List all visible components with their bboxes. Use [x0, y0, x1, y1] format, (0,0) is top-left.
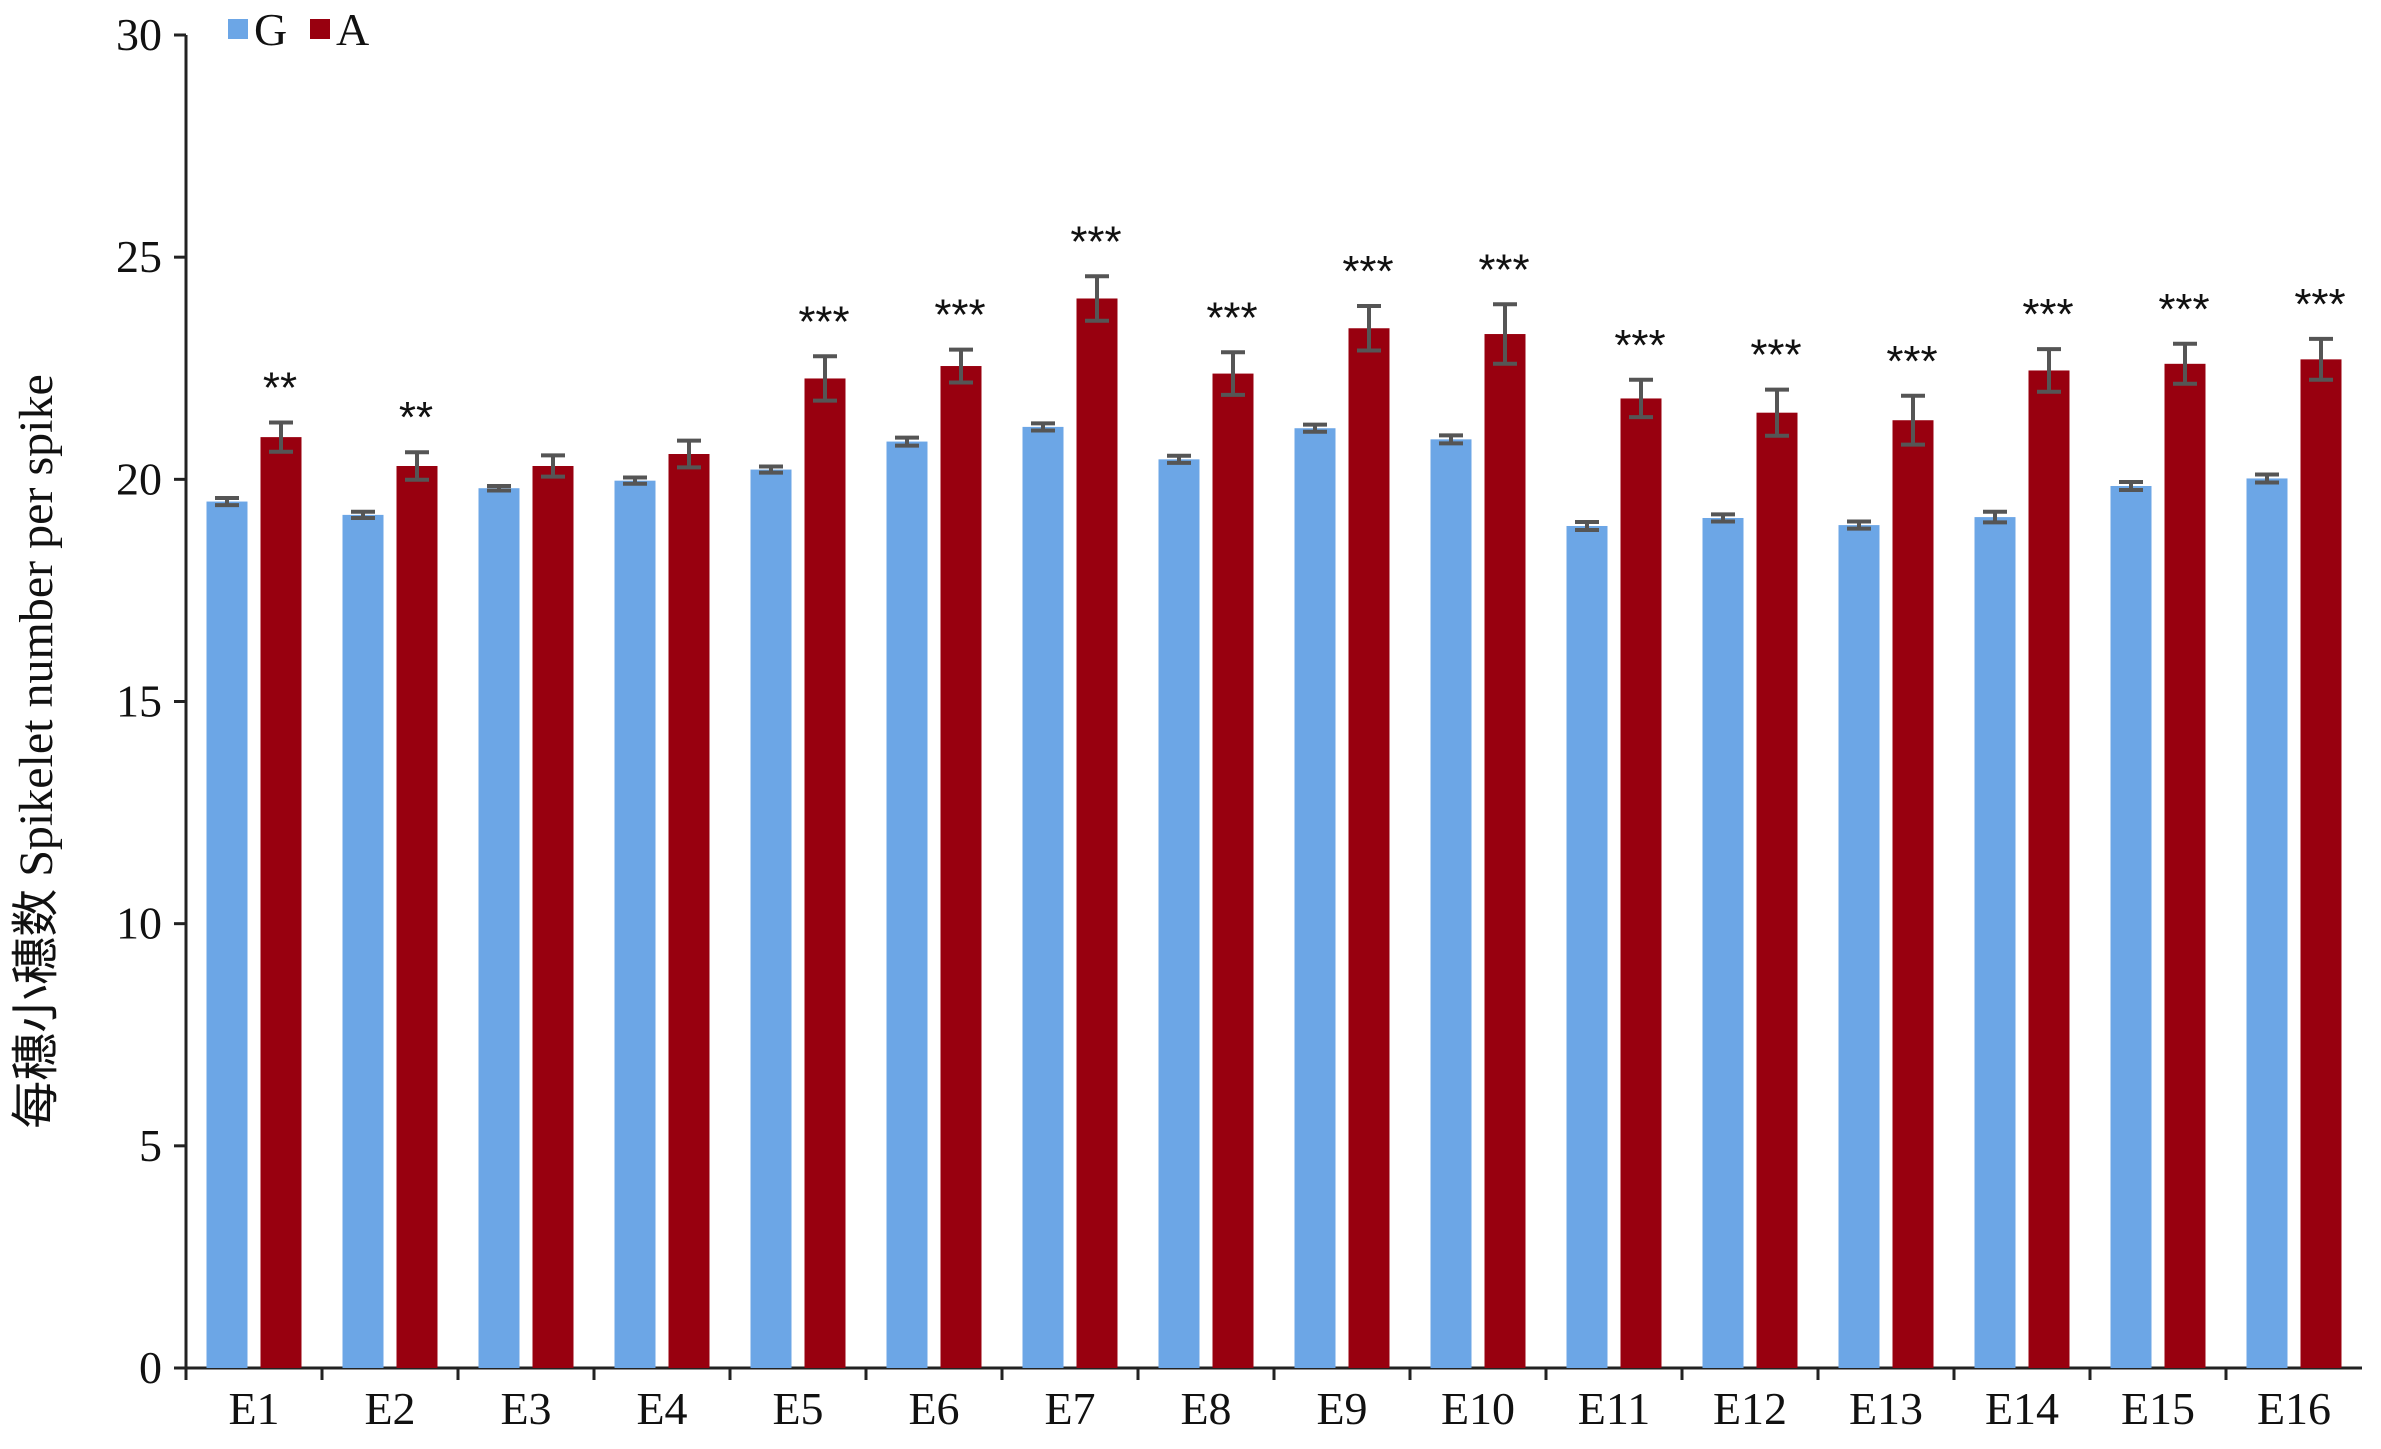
- significance-label: ***: [1206, 293, 1257, 342]
- significance-label: **: [263, 363, 297, 412]
- bar-a-e3: [532, 466, 574, 1369]
- bar-g-e9: [1294, 428, 1336, 1368]
- legend-label-a: A: [336, 4, 369, 55]
- bar-g-e1: [206, 501, 248, 1368]
- bar-a-e15: [2164, 363, 2206, 1369]
- bar-g-e2: [342, 514, 384, 1368]
- bar-a-e10: [1484, 334, 1526, 1368]
- x-tick-label: E6: [908, 1383, 959, 1434]
- significance-label: ***: [798, 297, 849, 346]
- x-tick-label: E5: [772, 1383, 823, 1434]
- significance-label: ***: [934, 291, 985, 340]
- bar-a-e9: [1348, 328, 1390, 1368]
- significance-label: ***: [1886, 337, 1937, 386]
- x-tick-label: E2: [364, 1383, 415, 1434]
- bar-a-e4: [668, 454, 710, 1368]
- significance-label: ***: [1478, 245, 1529, 294]
- bar-g-e14: [1974, 517, 2016, 1368]
- y-tick-label: 15: [116, 676, 162, 727]
- x-tick-label: E13: [1849, 1383, 1923, 1434]
- x-tick-label: E10: [1441, 1383, 1515, 1434]
- x-tick-label: E7: [1044, 1383, 1095, 1434]
- x-tick-label: E8: [1180, 1383, 1231, 1434]
- bar-g-e6: [886, 441, 928, 1368]
- bar-g-e16: [2246, 478, 2288, 1368]
- significance-label: ***: [2294, 280, 2345, 329]
- x-tick-label: E16: [2257, 1383, 2331, 1434]
- significance-label: ***: [1614, 321, 1665, 370]
- y-tick-label: 20: [116, 453, 162, 504]
- significance-label: ***: [2158, 285, 2209, 334]
- bar-a-e11: [1620, 398, 1662, 1368]
- y-tick-label: 0: [139, 1342, 162, 1393]
- bar-a-e8: [1212, 373, 1254, 1368]
- significance-label: ***: [1750, 331, 1801, 380]
- y-tick-label: 30: [116, 9, 162, 60]
- legend-label-g: G: [254, 4, 287, 55]
- significance-label: ***: [1070, 217, 1121, 266]
- bar-g-e5: [750, 469, 792, 1369]
- bar-g-e12: [1702, 517, 1744, 1368]
- y-tick-label: 5: [139, 1120, 162, 1171]
- x-tick-label: E14: [1985, 1383, 2059, 1434]
- x-tick-label: E15: [2121, 1383, 2195, 1434]
- bar-a-e16: [2300, 359, 2342, 1368]
- x-tick-label: E11: [1578, 1383, 1650, 1434]
- bar-g-e4: [614, 480, 656, 1368]
- error-bars: [215, 274, 2333, 532]
- bars: [206, 298, 2342, 1369]
- labels: 0 5 10 15 20 25 30 每穗小穗数 Spikelet number per sp…: [10, 9, 2346, 1434]
- bar-g-e11: [1566, 525, 1608, 1368]
- significance-label: **: [399, 393, 433, 442]
- bar-a-e14: [2028, 370, 2070, 1368]
- y-axis-label: 每穗小穗数 Spikelet number per spike: [10, 374, 63, 1129]
- bar-a-e5: [804, 378, 846, 1368]
- x-tick-label: E3: [500, 1383, 551, 1434]
- bar-a-e1: [260, 437, 302, 1368]
- y-tick-label: 10: [116, 898, 162, 949]
- bar-a-e7: [1076, 298, 1118, 1369]
- legend-swatch-g: [228, 19, 248, 39]
- bar-a-e6: [940, 366, 982, 1368]
- legend-swatch-a: [310, 19, 330, 39]
- significance-label: ***: [1342, 247, 1393, 296]
- x-tick-label: E9: [1316, 1383, 1367, 1434]
- significance-label: ***: [2022, 290, 2073, 339]
- bar-a-e13: [1892, 420, 1934, 1368]
- bar-g-e3: [478, 488, 520, 1369]
- bar-g-e10: [1430, 439, 1472, 1368]
- x-tick-label: E4: [636, 1383, 687, 1434]
- x-tick-label: E1: [228, 1383, 279, 1434]
- x-tick-label: E12: [1713, 1383, 1787, 1434]
- bar-g-e13: [1838, 525, 1880, 1368]
- bar-a-e2: [396, 466, 438, 1369]
- bar-g-e8: [1158, 459, 1200, 1368]
- y-tick-label: 25: [116, 231, 162, 282]
- bar-g-e7: [1022, 426, 1064, 1369]
- bar-a-e12: [1756, 412, 1798, 1368]
- bar-g-e15: [2110, 485, 2152, 1369]
